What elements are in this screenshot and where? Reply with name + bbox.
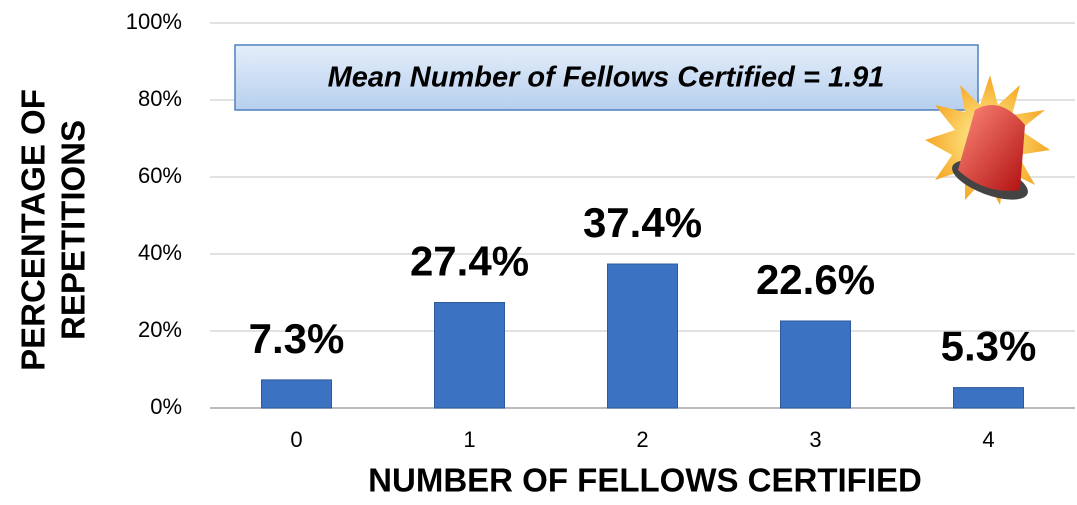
y-tick-label: 20% bbox=[138, 317, 182, 342]
data-label: 37.4% bbox=[583, 199, 702, 246]
annotation: Mean Number of Fellows Certified = 1.91 bbox=[328, 62, 885, 94]
x-tick-label: 4 bbox=[982, 427, 994, 452]
chart: 0% 20% 40% 60% 80% 100% 0 7.3% 1 27.4% 2 37.4% 3 22.6… bbox=[0, 0, 1077, 505]
bar bbox=[781, 321, 851, 408]
x-tick-label: 1 bbox=[463, 427, 475, 452]
y-tick-label: 80% bbox=[138, 86, 182, 111]
y-tick-label: 0% bbox=[150, 394, 182, 419]
data-label: 27.4% bbox=[410, 238, 529, 285]
data-label: 5.3% bbox=[941, 323, 1037, 370]
y-axis-title: PERCENTAGE OF bbox=[15, 89, 52, 371]
x-tick-label: 2 bbox=[636, 427, 648, 452]
y-tick-label: 60% bbox=[138, 163, 182, 188]
y-tick-label: 40% bbox=[138, 240, 182, 265]
bar bbox=[435, 303, 505, 408]
y-axis-title: REPETITIONS bbox=[55, 120, 92, 340]
x-axis-title: NUMBER OF FELLOWS CERTIFIED bbox=[368, 462, 922, 499]
y-tick-label: 100% bbox=[126, 9, 182, 34]
data-label: 7.3% bbox=[249, 315, 345, 362]
bar bbox=[262, 380, 332, 408]
bar bbox=[608, 264, 678, 408]
x-tick-label: 3 bbox=[809, 427, 821, 452]
bar bbox=[954, 388, 1024, 408]
x-tick-label: 0 bbox=[290, 427, 302, 452]
data-label: 22.6% bbox=[756, 256, 875, 303]
